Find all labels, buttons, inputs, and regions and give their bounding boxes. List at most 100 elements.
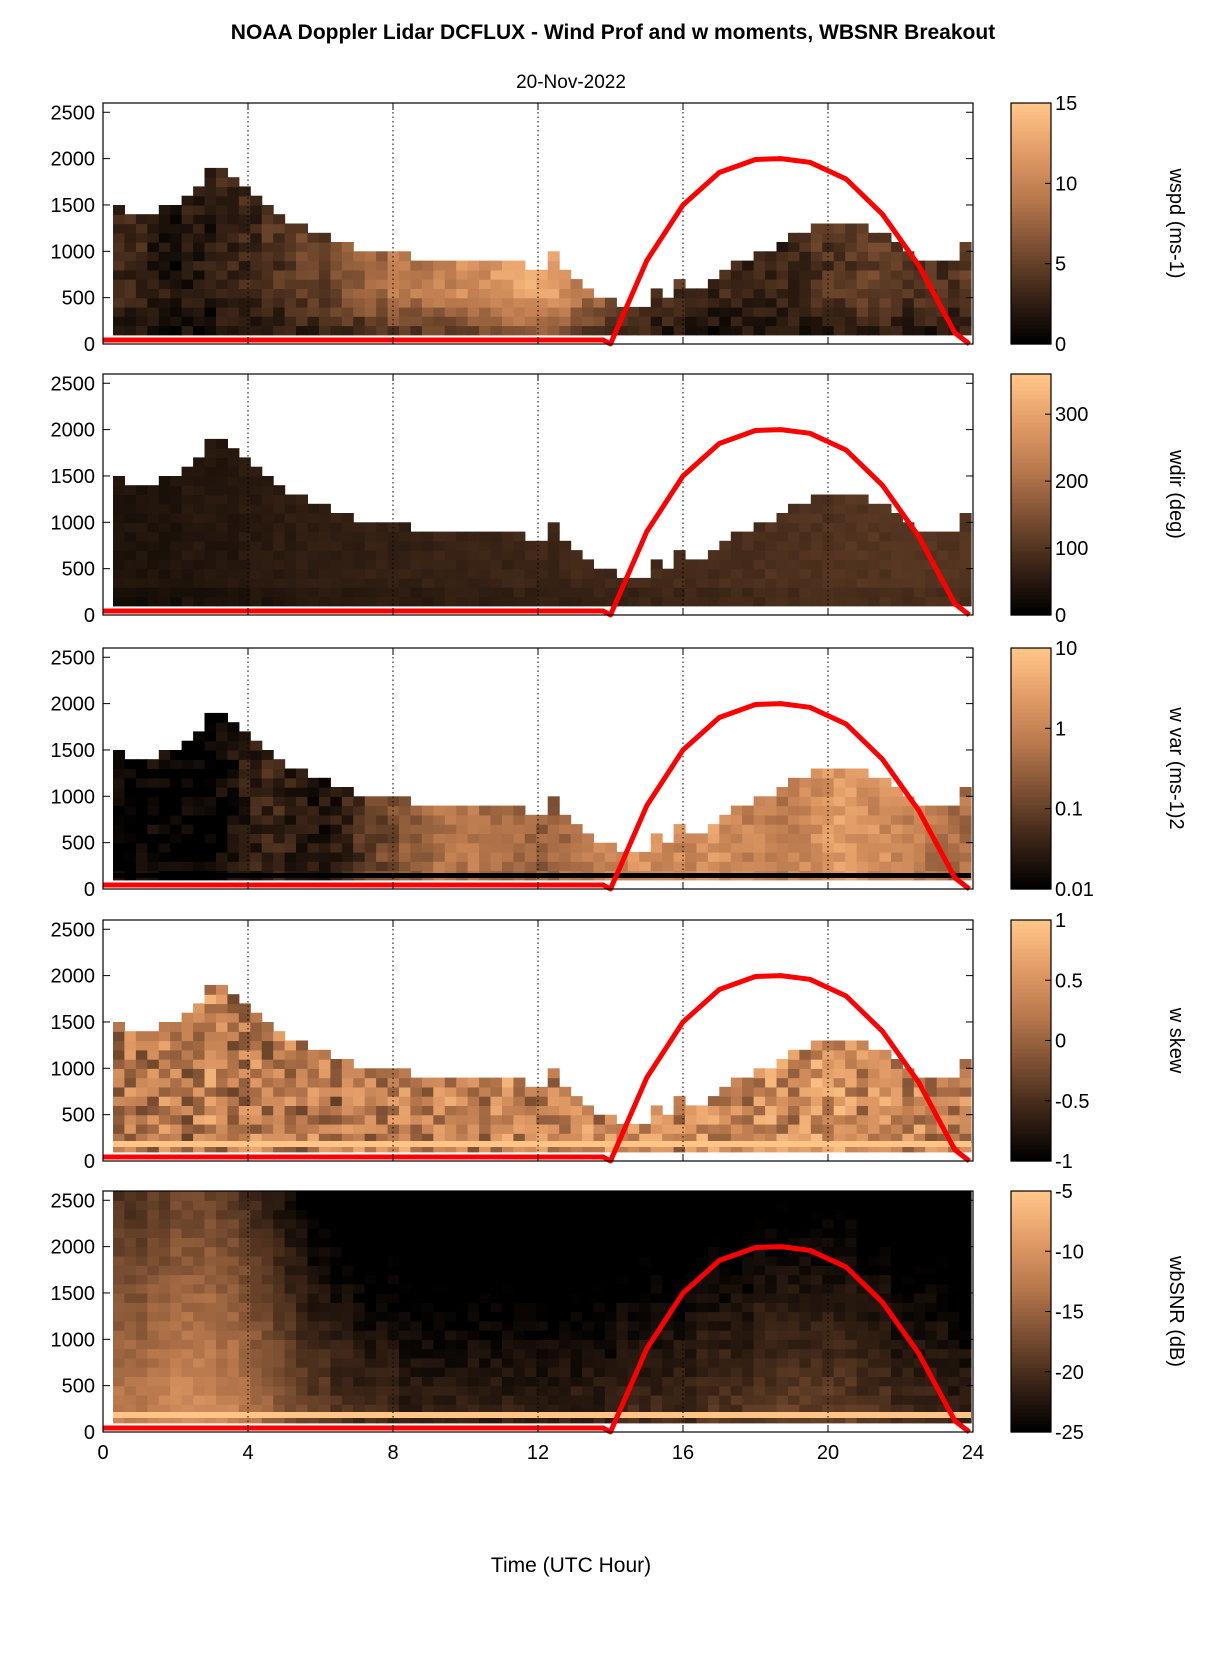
heatmap-cell	[856, 596, 869, 607]
heatmap-cell	[936, 833, 949, 844]
heatmap-cell	[913, 269, 926, 280]
heatmap-cell	[364, 1330, 377, 1340]
heatmap-cell	[399, 1339, 411, 1350]
heatmap-cell	[559, 1255, 572, 1266]
heatmap-cell	[845, 568, 858, 579]
heatmap-cell	[925, 306, 938, 317]
heatmap-cell	[399, 297, 411, 308]
heatmap-cell	[810, 1348, 823, 1359]
heatmap-cell	[341, 1413, 354, 1424]
heatmap-cell	[639, 1367, 652, 1377]
heatmap-cell	[170, 1404, 183, 1415]
colorbar-swatch	[1011, 748, 1051, 753]
heatmap-cell	[238, 1320, 251, 1331]
heatmap-cell	[170, 1105, 183, 1116]
heatmap-cell	[902, 1142, 915, 1153]
heatmap-cell	[490, 1339, 503, 1350]
colorbar-swatch	[1011, 976, 1051, 981]
heatmap-cell	[124, 861, 137, 872]
heatmap-cell	[433, 1209, 446, 1220]
heatmap-cell	[307, 316, 320, 327]
heatmap-cell	[376, 1077, 389, 1088]
heatmap-cell	[936, 325, 949, 336]
heatmap-cell	[421, 1330, 434, 1340]
heatmap-cell	[387, 1413, 400, 1424]
heatmap-cell	[421, 260, 434, 271]
heatmap-cell	[524, 1200, 537, 1211]
heatmap-cell	[925, 568, 938, 579]
heatmap-cell	[776, 550, 789, 560]
heatmap-cell	[536, 587, 549, 598]
heatmap-cell	[341, 1096, 354, 1106]
heatmap-cell	[810, 1077, 823, 1088]
heatmap-cell	[238, 1394, 251, 1405]
heatmap-cell	[330, 1059, 343, 1069]
heatmap-cell	[524, 279, 537, 289]
heatmap-cell	[765, 824, 778, 834]
heatmap-cell	[238, 1237, 251, 1248]
heatmap-cell	[456, 1367, 469, 1377]
heatmap-cell	[147, 1385, 160, 1396]
heatmap-cell	[410, 1320, 423, 1331]
heatmap-cell	[181, 814, 194, 825]
heatmap-cell	[776, 1086, 789, 1097]
heatmap-cell	[513, 1385, 526, 1396]
heatmap-cell	[238, 1404, 251, 1415]
heatmap-cell	[742, 325, 755, 336]
heatmap-cell	[479, 1123, 492, 1134]
heatmap-cell	[113, 787, 125, 797]
heatmap-cell	[570, 587, 583, 598]
heatmap-cell	[559, 1302, 572, 1313]
heatmap-cell	[113, 851, 125, 862]
heatmap-cell	[868, 1339, 880, 1350]
heatmap-cell	[250, 260, 263, 271]
heatmap-cell	[765, 1385, 778, 1396]
heatmap-cell	[399, 316, 411, 327]
heatmap-cell	[227, 1385, 240, 1396]
heatmap-cell	[456, 531, 469, 542]
heatmap-cell	[673, 1237, 686, 1248]
colorbar-swatch	[1011, 283, 1051, 289]
heatmap-cell	[170, 1283, 183, 1294]
heatmap-cell	[547, 540, 560, 551]
colorbar-tick-label: 100	[1055, 538, 1088, 560]
heatmap-cell	[410, 1218, 423, 1229]
heatmap-cell	[856, 1246, 869, 1257]
heatmap-cell	[467, 1228, 480, 1238]
heatmap-cell	[170, 251, 183, 262]
heatmap-cell	[650, 1133, 663, 1144]
heatmap-cell	[742, 1077, 755, 1088]
heatmap-cell	[318, 325, 331, 336]
heatmap-cell	[216, 223, 228, 234]
heatmap-cell	[364, 596, 377, 607]
heatmap-cell	[250, 503, 263, 514]
colorbar-swatch	[1011, 656, 1051, 661]
heatmap-cell	[387, 842, 400, 853]
heatmap-cell	[193, 306, 206, 317]
heatmap-cell	[135, 1246, 148, 1257]
heatmap-cell	[810, 805, 823, 816]
heatmap-cell	[227, 1003, 240, 1014]
heatmap-cell	[250, 777, 263, 788]
heatmap-cell	[776, 1200, 789, 1211]
heatmap-cell	[890, 824, 903, 834]
heatmap-cell	[490, 1376, 503, 1387]
heatmap-cell	[147, 1246, 160, 1257]
heatmap-cell	[261, 1040, 274, 1051]
heatmap-cell	[822, 1123, 835, 1134]
heatmap-cell	[616, 1191, 629, 1201]
heatmap-cell	[513, 1191, 526, 1201]
heatmap-cell	[113, 861, 125, 872]
heatmap-cell	[833, 1096, 846, 1106]
heatmap-cell	[330, 1123, 343, 1134]
heatmap-cell	[330, 297, 343, 308]
heatmap-cell	[765, 288, 778, 299]
heatmap-cell	[284, 796, 297, 807]
heatmap-cell	[536, 1283, 549, 1294]
heatmap-cell	[399, 559, 411, 570]
heatmap-cell	[135, 1142, 148, 1153]
heatmap-cell	[765, 325, 778, 336]
colorbar-swatch	[1011, 422, 1051, 427]
heatmap-cell	[570, 1191, 583, 1201]
heatmap-cell	[376, 1394, 389, 1405]
